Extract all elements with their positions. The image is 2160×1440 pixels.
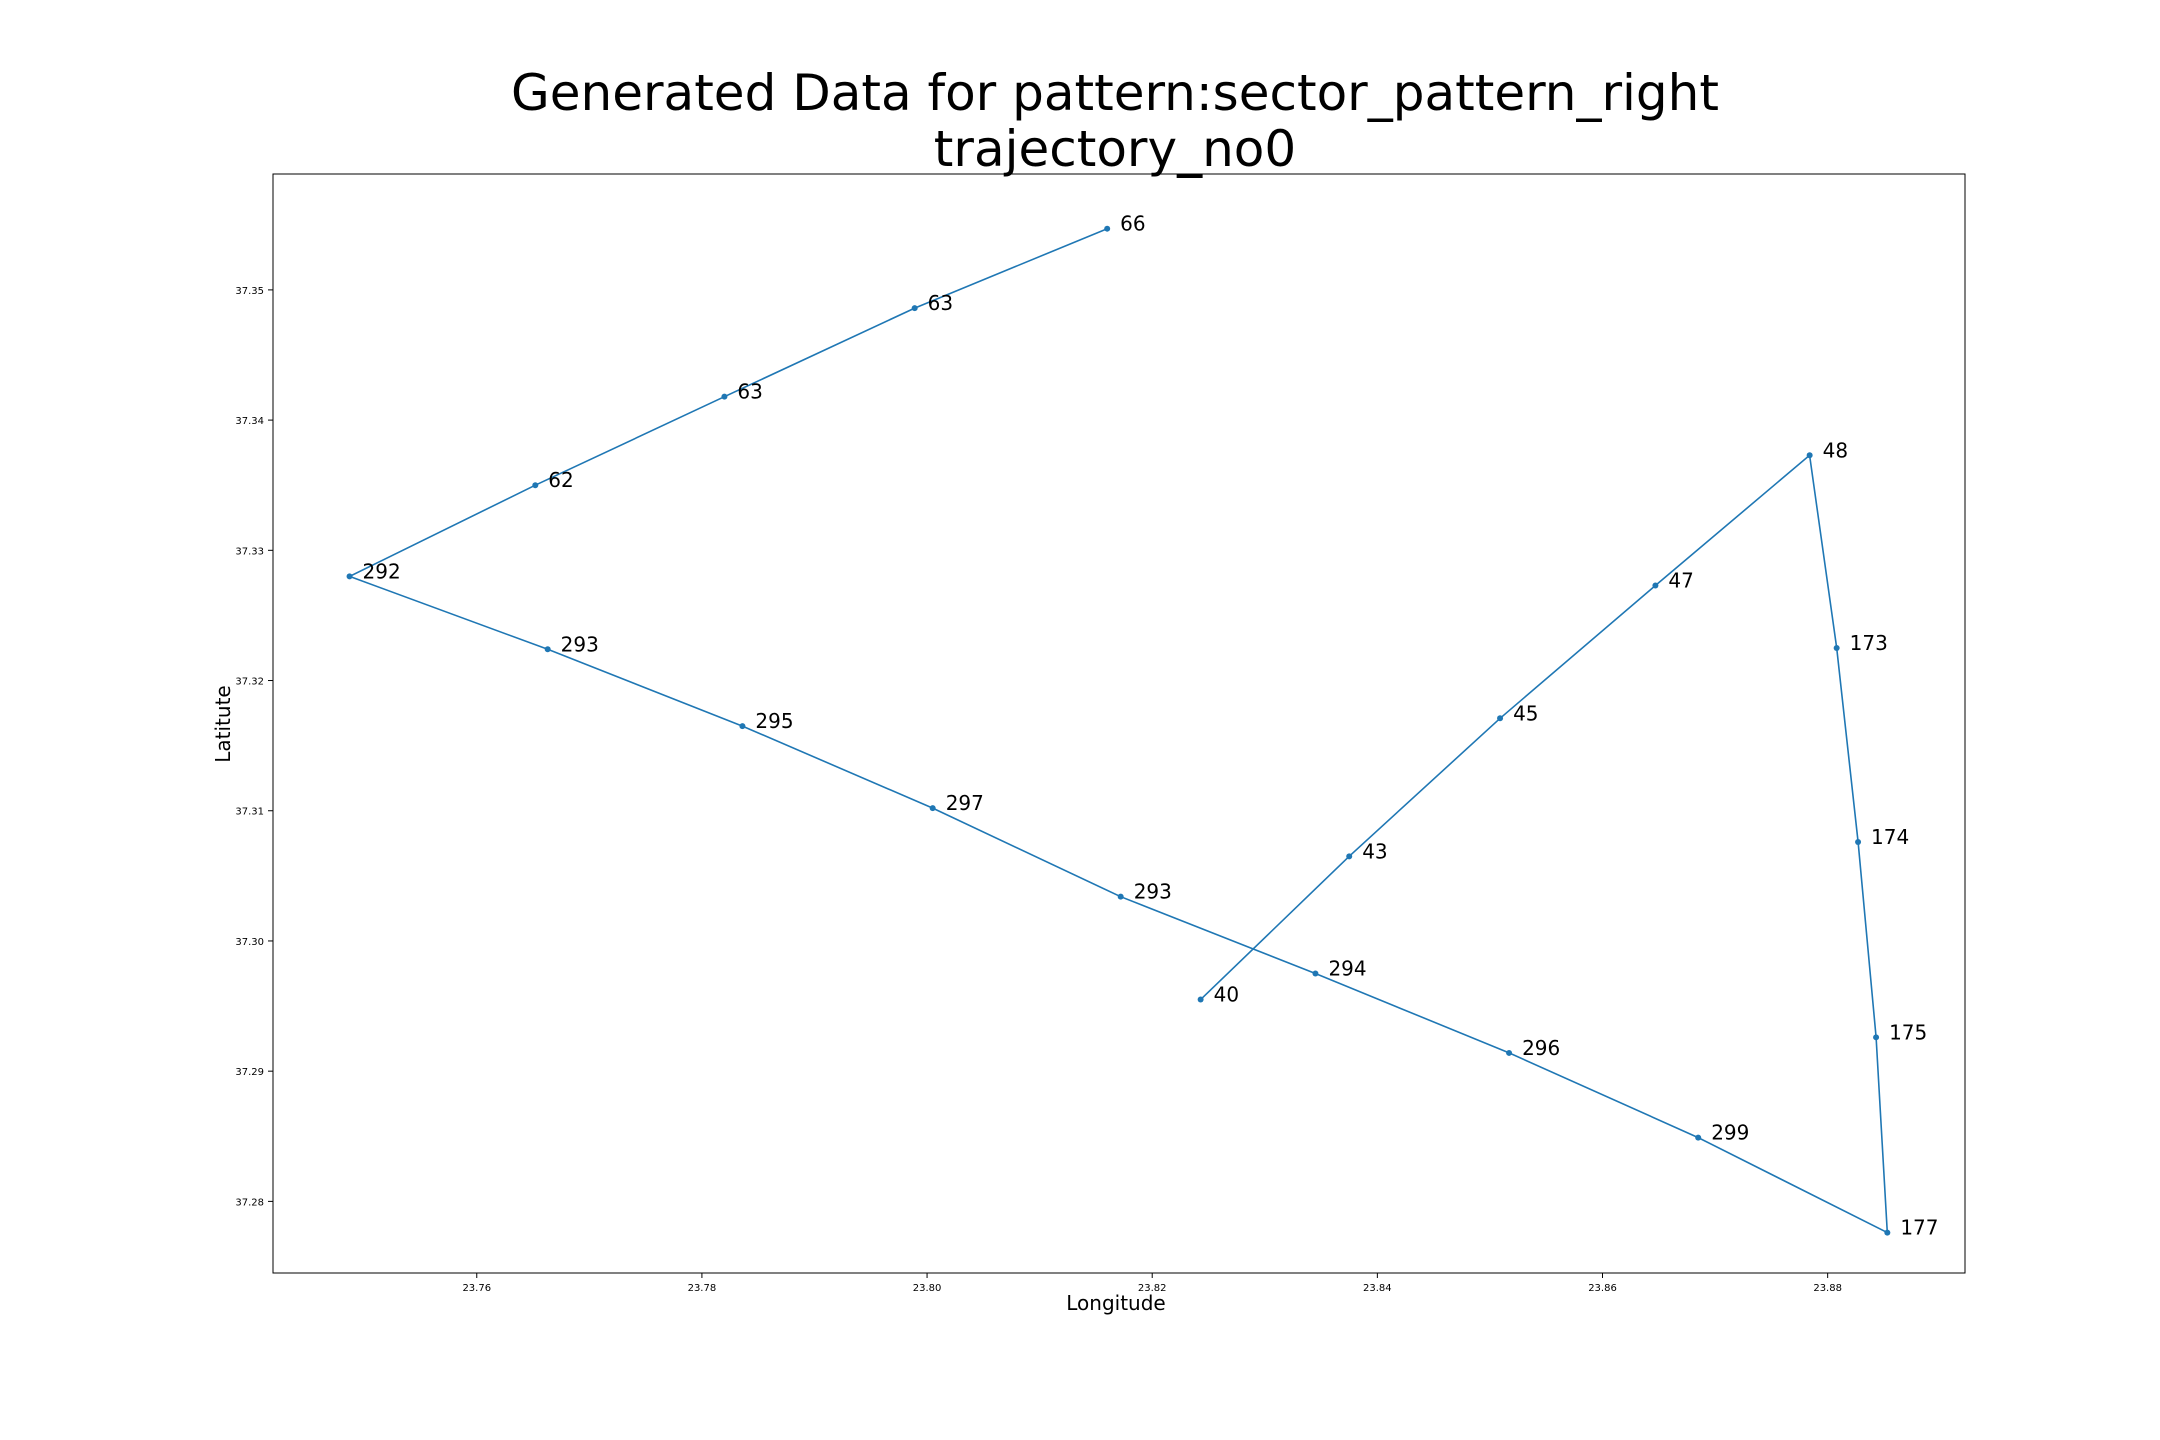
data-point-label: 299: [1711, 1121, 1749, 1145]
data-point-label: 66: [1120, 212, 1145, 236]
data-point: [739, 723, 746, 730]
point-labels-layer: 66 63 63 62 292 293 295 297 293 294 296 299 177 175 17…: [363, 212, 1939, 1240]
data-point: [1873, 1034, 1880, 1041]
chart-title-line-1: Generated Data for pattern:sector_patter…: [511, 64, 1719, 122]
x-tick-label: 23.84: [1363, 1283, 1392, 1294]
x-tick-label: 23.76: [462, 1283, 491, 1294]
data-point: [1497, 715, 1504, 722]
x-tick-label: 23.78: [688, 1283, 717, 1294]
data-point: [1855, 838, 1862, 845]
data-point-label: 43: [1362, 839, 1387, 863]
x-tick-label: 23.88: [1813, 1283, 1842, 1294]
data-point-label: 177: [1900, 1216, 1938, 1240]
data-point-label: 297: [946, 791, 984, 815]
data-point: [1695, 1134, 1702, 1141]
data-point: [1506, 1049, 1513, 1056]
data-point: [1117, 893, 1124, 900]
data-point-label: 47: [1668, 568, 1693, 592]
data-point-label: 63: [737, 380, 762, 404]
data-point: [1833, 644, 1840, 651]
chart-title-line-2: trajectory_no0: [934, 120, 1296, 178]
plot-frame: [272, 173, 1966, 1274]
data-point-label: 295: [755, 709, 793, 733]
data-point: [1104, 225, 1111, 232]
data-point-label: 40: [1214, 983, 1239, 1007]
y-tick-label: 37.34: [235, 416, 264, 427]
data-point-label: 173: [1850, 631, 1888, 655]
data-point-label: 174: [1871, 825, 1909, 849]
y-tick-label: 37.33: [235, 546, 264, 557]
data-point-label: 293: [1134, 880, 1172, 904]
data-point-label: 293: [561, 632, 599, 656]
x-tick-label: 23.82: [1138, 1283, 1167, 1294]
series-line: [347, 227, 1889, 1234]
data-point-label: 48: [1823, 438, 1848, 462]
data-point: [1197, 996, 1204, 1003]
axis-ticks: 23.76 23.78 23.80 23.82 23.84 23.86 23.88 37.28…: [235, 286, 1842, 1294]
y-tick-label: 37.29: [235, 1067, 264, 1078]
data-point: [1346, 853, 1353, 860]
data-point-label: 296: [1522, 1036, 1560, 1060]
data-point-label: 62: [548, 468, 573, 492]
y-tick-label: 37.30: [235, 937, 264, 948]
data-point: [1312, 970, 1319, 977]
data-point: [346, 573, 353, 580]
data-point: [929, 805, 936, 812]
x-axis-label: Longitude: [1066, 1291, 1165, 1315]
data-point-label: 294: [1328, 957, 1366, 981]
data-point-label: 175: [1889, 1020, 1927, 1044]
data-point-label: 45: [1513, 701, 1538, 725]
y-axis-label: Latitute: [211, 685, 235, 762]
y-tick-label: 37.31: [235, 807, 264, 818]
y-tick-label: 37.35: [235, 286, 264, 297]
data-point: [532, 482, 539, 489]
data-point-label: 63: [928, 291, 953, 315]
data-point: [721, 393, 728, 400]
series-line-layer: [347, 227, 1889, 1234]
series-points-layer: [346, 225, 1891, 1236]
data-point-label: 292: [363, 559, 401, 583]
data-point: [1806, 452, 1813, 459]
x-tick-label: 23.80: [913, 1283, 942, 1294]
data-point: [1884, 1229, 1891, 1236]
data-point: [544, 646, 551, 653]
data-point: [1652, 582, 1659, 589]
y-tick-label: 37.32: [235, 677, 264, 688]
y-tick-label: 37.28: [235, 1197, 264, 1208]
data-point: [911, 305, 918, 312]
x-tick-label: 23.86: [1588, 1283, 1617, 1294]
